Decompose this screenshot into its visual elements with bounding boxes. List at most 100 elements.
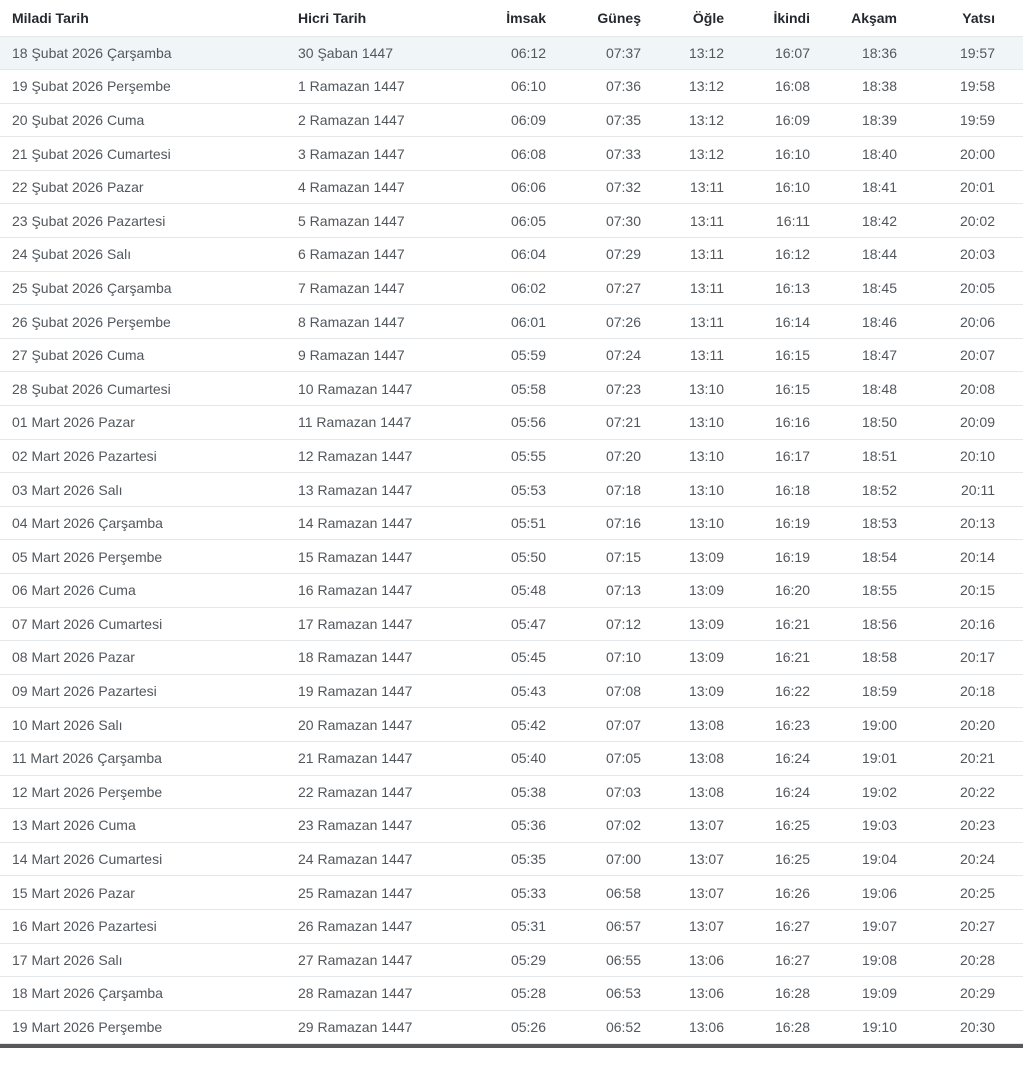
cell-ikindi: 16:14: [724, 304, 810, 339]
cell-yatsi: 20:10: [897, 439, 1023, 474]
cell-gunes: 07:15: [546, 539, 641, 574]
cell-ikindi: 16:25: [724, 842, 810, 877]
cell-yatsi: 20:17: [897, 640, 1023, 675]
cell-ogle: 13:12: [641, 69, 724, 104]
cell-hicri-tarih: 7 Ramazan 1447: [288, 271, 448, 306]
cell-miladi-tarih: 11 Mart 2026 Çarşamba: [0, 741, 288, 776]
cell-ikindi: 16:15: [724, 371, 810, 407]
cell-miladi-tarih: 04 Mart 2026 Çarşamba: [0, 506, 288, 541]
table-row: 28 Şubat 2026 Cumartesi 10 Ramazan 1447 …: [0, 371, 1023, 407]
cell-hicri-tarih: 5 Ramazan 1447: [288, 203, 448, 239]
cell-aksam: 19:04: [810, 842, 897, 877]
cell-gunes: 07:36: [546, 69, 641, 104]
cell-miladi-tarih: 07 Mart 2026 Cumartesi: [0, 607, 288, 642]
cell-gunes: 07:30: [546, 203, 641, 239]
cell-yatsi: 20:03: [897, 237, 1023, 272]
cell-aksam: 18:58: [810, 640, 897, 675]
table-row: 25 Şubat 2026 Çarşamba 7 Ramazan 1447 06…: [0, 271, 1023, 306]
cell-yatsi: 20:30: [897, 1010, 1023, 1045]
cell-aksam: 18:48: [810, 371, 897, 407]
cell-ogle: 13:11: [641, 304, 724, 339]
cell-yatsi: 20:23: [897, 808, 1023, 843]
cell-ikindi: 16:11: [724, 203, 810, 239]
cell-ikindi: 16:22: [724, 674, 810, 709]
cell-ikindi: 16:12: [724, 237, 810, 272]
cell-ogle: 13:11: [641, 237, 724, 272]
cell-yatsi: 20:21: [897, 741, 1023, 776]
cell-hicri-tarih: 14 Ramazan 1447: [288, 506, 448, 541]
table-row: 09 Mart 2026 Pazartesi 19 Ramazan 1447 0…: [0, 674, 1023, 709]
cell-aksam: 18:56: [810, 607, 897, 642]
cell-miladi-tarih: 03 Mart 2026 Salı: [0, 472, 288, 507]
table-row: 19 Şubat 2026 Perşembe 1 Ramazan 1447 06…: [0, 69, 1023, 104]
cell-ikindi: 16:10: [724, 170, 810, 205]
cell-yatsi: 20:16: [897, 607, 1023, 642]
cell-aksam: 18:46: [810, 304, 897, 339]
column-header-ikindi: İkindi: [724, 0, 810, 37]
cell-yatsi: 20:05: [897, 271, 1023, 306]
cell-imsak: 05:45: [448, 640, 546, 675]
table-row: 14 Mart 2026 Cumartesi 24 Ramazan 1447 0…: [0, 842, 1023, 877]
cell-miladi-tarih: 09 Mart 2026 Pazartesi: [0, 674, 288, 709]
cell-gunes: 07:12: [546, 607, 641, 642]
table-row: 24 Şubat 2026 Salı 6 Ramazan 1447 06:04 …: [0, 237, 1023, 272]
bottom-divider-bar: [0, 1044, 1023, 1049]
cell-ogle: 13:09: [641, 539, 724, 574]
table-row: 18 Mart 2026 Çarşamba 28 Ramazan 1447 05…: [0, 976, 1023, 1011]
cell-miladi-tarih: 19 Şubat 2026 Perşembe: [0, 69, 288, 104]
table-row: 02 Mart 2026 Pazartesi 12 Ramazan 1447 0…: [0, 439, 1023, 474]
cell-yatsi: 20:25: [897, 875, 1023, 910]
cell-ikindi: 16:28: [724, 1010, 810, 1045]
cell-gunes: 07:00: [546, 842, 641, 877]
cell-ogle: 13:09: [641, 640, 724, 675]
cell-imsak: 06:06: [448, 170, 546, 205]
cell-imsak: 05:47: [448, 607, 546, 642]
cell-ikindi: 16:21: [724, 640, 810, 675]
cell-miladi-tarih: 17 Mart 2026 Salı: [0, 943, 288, 978]
cell-ogle: 13:07: [641, 875, 724, 910]
cell-aksam: 19:01: [810, 741, 897, 776]
cell-ikindi: 16:28: [724, 976, 810, 1011]
cell-yatsi: 20:08: [897, 371, 1023, 407]
cell-ogle: 13:11: [641, 271, 724, 306]
cell-gunes: 07:35: [546, 103, 641, 138]
cell-ogle: 13:07: [641, 842, 724, 877]
cell-ikindi: 16:20: [724, 573, 810, 608]
table-row: 13 Mart 2026 Cuma 23 Ramazan 1447 05:36 …: [0, 808, 1023, 843]
table-row: 18 Şubat 2026 Çarşamba 30 Şaban 1447 06:…: [0, 36, 1023, 71]
cell-aksam: 18:36: [810, 36, 897, 71]
cell-aksam: 18:53: [810, 506, 897, 541]
table-row: 05 Mart 2026 Perşembe 15 Ramazan 1447 05…: [0, 539, 1023, 574]
cell-aksam: 18:54: [810, 539, 897, 574]
cell-imsak: 05:50: [448, 539, 546, 574]
cell-imsak: 05:31: [448, 909, 546, 944]
column-header-gunes: Güneş: [546, 0, 641, 37]
cell-ogle: 13:11: [641, 170, 724, 205]
cell-aksam: 19:06: [810, 875, 897, 910]
cell-miladi-tarih: 18 Şubat 2026 Çarşamba: [0, 36, 288, 71]
cell-ogle: 13:11: [641, 203, 724, 239]
cell-miladi-tarih: 06 Mart 2026 Cuma: [0, 573, 288, 608]
table-row: 23 Şubat 2026 Pazartesi 5 Ramazan 1447 0…: [0, 203, 1023, 239]
table-row: 17 Mart 2026 Salı 27 Ramazan 1447 05:29 …: [0, 943, 1023, 978]
cell-imsak: 06:04: [448, 237, 546, 272]
cell-aksam: 18:42: [810, 203, 897, 239]
cell-hicri-tarih: 21 Ramazan 1447: [288, 741, 448, 776]
cell-imsak: 06:05: [448, 203, 546, 239]
cell-imsak: 05:59: [448, 338, 546, 373]
cell-aksam: 18:45: [810, 271, 897, 306]
cell-ogle: 13:10: [641, 405, 724, 440]
cell-miladi-tarih: 13 Mart 2026 Cuma: [0, 808, 288, 843]
cell-imsak: 05:48: [448, 573, 546, 608]
table-row: 07 Mart 2026 Cumartesi 17 Ramazan 1447 0…: [0, 607, 1023, 642]
cell-gunes: 06:52: [546, 1010, 641, 1045]
cell-aksam: 19:03: [810, 808, 897, 843]
cell-ogle: 13:07: [641, 909, 724, 944]
cell-imsak: 05:56: [448, 405, 546, 440]
cell-ikindi: 16:23: [724, 707, 810, 742]
table-row: 21 Şubat 2026 Cumartesi 3 Ramazan 1447 0…: [0, 136, 1023, 171]
cell-ikindi: 16:25: [724, 808, 810, 843]
column-header-yatsi: Yatsı: [897, 0, 1023, 37]
cell-aksam: 18:51: [810, 439, 897, 474]
cell-gunes: 07:27: [546, 271, 641, 306]
